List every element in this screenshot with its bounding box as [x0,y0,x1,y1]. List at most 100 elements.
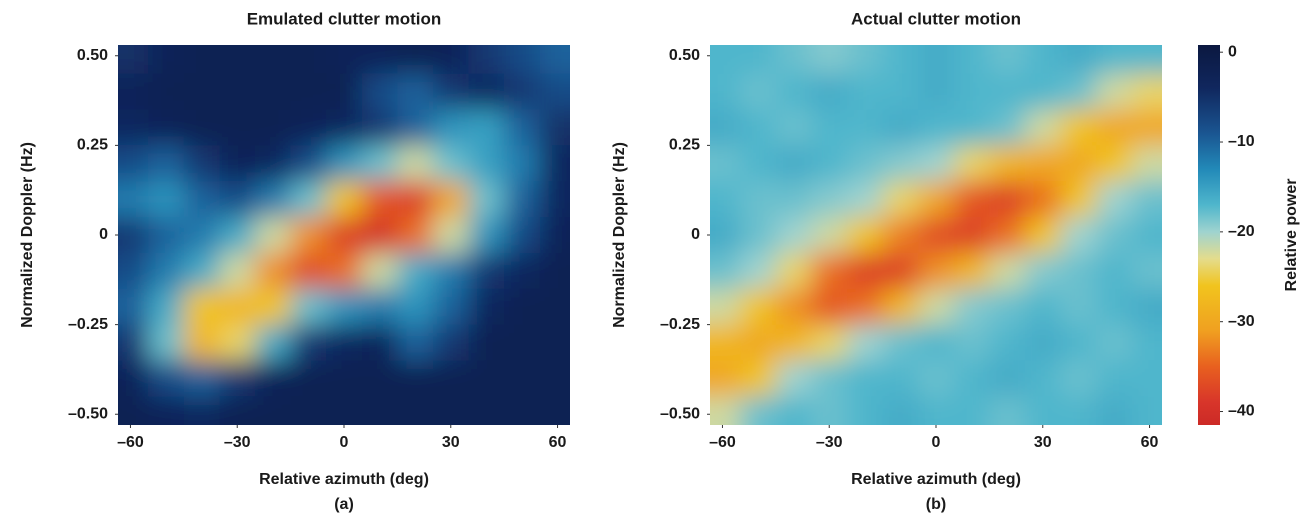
heatmap-cell [539,109,570,146]
heatmap-cell [918,45,955,75]
heatmap-cell [504,45,541,75]
x-tick-label: –30 [816,434,843,451]
heatmap-cell [183,217,220,254]
heatmap-cell [882,396,919,425]
heatmap-cell [397,217,434,254]
heatmap-cell [1096,45,1133,75]
heatmap-cell [811,73,848,111]
y-tick-label: –0.25 [660,316,700,333]
heatmap-cell [811,145,848,182]
heatmap-cell [882,145,919,182]
heatmap-cell [504,324,541,361]
heatmap-cell [326,360,363,397]
heatmap-cell [953,324,990,361]
heatmap-cell [953,45,990,75]
heatmap-cell [255,145,292,182]
heatmap-cell [1060,396,1097,425]
heatmap-cell [504,73,541,111]
heatmap-cell [710,324,741,361]
heatmap-cell [953,73,990,111]
heatmap-cell [1131,360,1162,397]
heatmap-cell [811,360,848,397]
heatmap-cell [219,217,256,254]
heatmap-cell [989,288,1026,326]
heatmap-cell [539,252,570,290]
heatmap-cell [1060,73,1097,111]
heatmap-cell [989,217,1026,254]
x-tick-label: 30 [442,434,460,451]
heatmap-cell [1060,181,1097,218]
heatmap-cell [183,145,220,182]
y-tick-label: –0.25 [68,316,108,333]
heatmap-cell [539,324,570,361]
heatmap-cell [539,288,570,326]
heatmap-cell [847,109,884,146]
heatmap-cell [918,73,955,111]
colorbar-label: Relative power [1283,179,1300,292]
heatmap-cell [775,109,812,146]
heatmap-cell [118,181,149,218]
x-tick-label: –60 [709,434,736,451]
x-tick-label: –60 [117,434,144,451]
heatmap-cell [539,181,570,218]
heatmap-cell [1131,396,1162,425]
heatmap-cell [290,396,327,425]
heatmap-cell [775,252,812,290]
heatmap-cell [219,360,256,397]
heatmap-cell [740,181,777,218]
heatmap-cell [118,145,149,182]
heatmap-cell [710,109,741,146]
heatmap-cell [953,288,990,326]
heatmap-cell [468,360,505,397]
heatmap-cell [740,288,777,326]
heatmap-cell [775,360,812,397]
heatmap-cell [148,73,185,111]
heatmap-cell [1096,396,1133,425]
heatmap-cell [918,324,955,361]
heatmap-cell [953,217,990,254]
y-axis-label: Normalized Doppler (Hz) [19,142,36,328]
heatmap-cell [710,181,741,218]
heatmap-cell [397,181,434,218]
heatmap-cell [255,324,292,361]
heatmap-cell [847,396,884,425]
heatmap-cell [1131,324,1162,361]
heatmap-cell [1060,217,1097,254]
colorbar [1198,45,1220,425]
heatmap-cell [847,324,884,361]
heatmap-cell [989,45,1026,75]
plot-area [710,45,1162,425]
heatmap-cell [290,73,327,111]
heatmap-cell [255,109,292,146]
heatmap-cell [326,45,363,75]
heatmap-cell [361,217,398,254]
heatmap-cell [148,324,185,361]
heatmap-cell [397,145,434,182]
heatmap-cell [118,217,149,254]
y-tick-label: 0 [99,226,108,243]
heatmap-cell [539,360,570,397]
plot-area [118,45,570,425]
heatmap-cell [148,360,185,397]
heatmap-cell [811,109,848,146]
heatmap-cell [118,73,149,111]
heatmap-cell [290,145,327,182]
heatmap-cell [219,73,256,111]
heatmap-cell [397,396,434,425]
heatmap-cell [326,73,363,111]
heatmap-cell [118,324,149,361]
heatmap-cell [118,109,149,146]
y-tick-label: 0 [691,226,700,243]
heatmap-cell [326,324,363,361]
heatmap-cell [811,181,848,218]
heatmap-cell [361,145,398,182]
heatmap-cell [847,73,884,111]
heatmap-cell [255,181,292,218]
heatmap-cell [811,217,848,254]
heatmap-cell [219,288,256,326]
heatmap-cell [775,217,812,254]
heatmap-cell [326,181,363,218]
y-tick-label: –0.50 [68,405,108,422]
heatmap-cell [255,217,292,254]
